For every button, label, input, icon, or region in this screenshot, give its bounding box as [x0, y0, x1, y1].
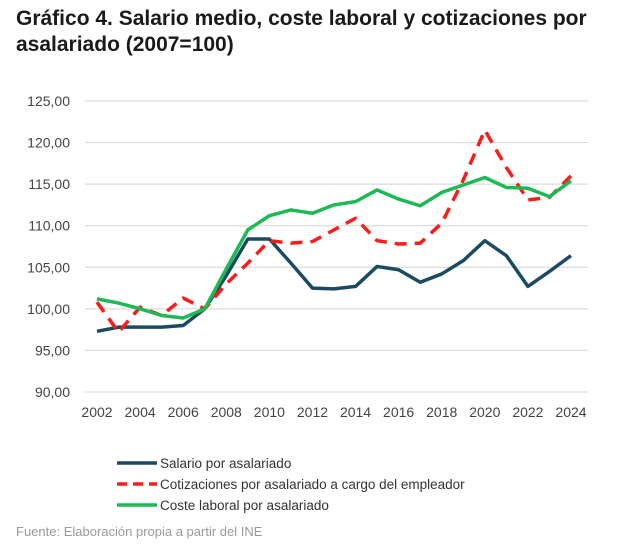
series-line: [96, 175, 573, 320]
legend-label: Salario por asalariado: [160, 456, 291, 471]
x-tick-label: 2012: [297, 404, 328, 420]
x-tick-label: 2008: [211, 404, 242, 420]
x-tick-label: 2014: [340, 404, 371, 420]
x-tick-label: 2016: [383, 404, 414, 420]
x-tick-label: 2020: [469, 404, 500, 420]
y-tick-label: 115,00: [28, 176, 70, 192]
legend-label: Cotizaciones por asalariado a cargo del …: [160, 477, 465, 492]
legend-label: Coste laboral por asalariado: [160, 498, 329, 513]
x-tick-label: 2004: [125, 404, 156, 420]
y-tick-label: 110,00: [28, 218, 70, 234]
y-tick-label: 120,00: [27, 135, 70, 151]
x-tick-label: 2010: [254, 404, 285, 420]
y-tick-label: 90,00: [35, 384, 70, 400]
series-line: [95, 128, 573, 334]
y-tick-label: 95,00: [35, 342, 70, 358]
x-tick-label: 2002: [81, 404, 112, 420]
source-note: Fuente: Elaboración propia a partir del …: [16, 524, 263, 539]
y-tick-label: 125,00: [27, 93, 70, 109]
series-line: [96, 237, 573, 334]
x-tick-label: 2024: [555, 404, 586, 420]
x-tick-label: 2022: [512, 404, 543, 420]
y-tick-label: 100,00: [27, 301, 70, 317]
x-tick-label: 2018: [426, 404, 457, 420]
chart-title: Gráfico 4. Salario medio, coste laboral …: [16, 7, 587, 56]
y-tick-label: 105,00: [27, 259, 70, 275]
x-tick-label: 2006: [168, 404, 199, 420]
